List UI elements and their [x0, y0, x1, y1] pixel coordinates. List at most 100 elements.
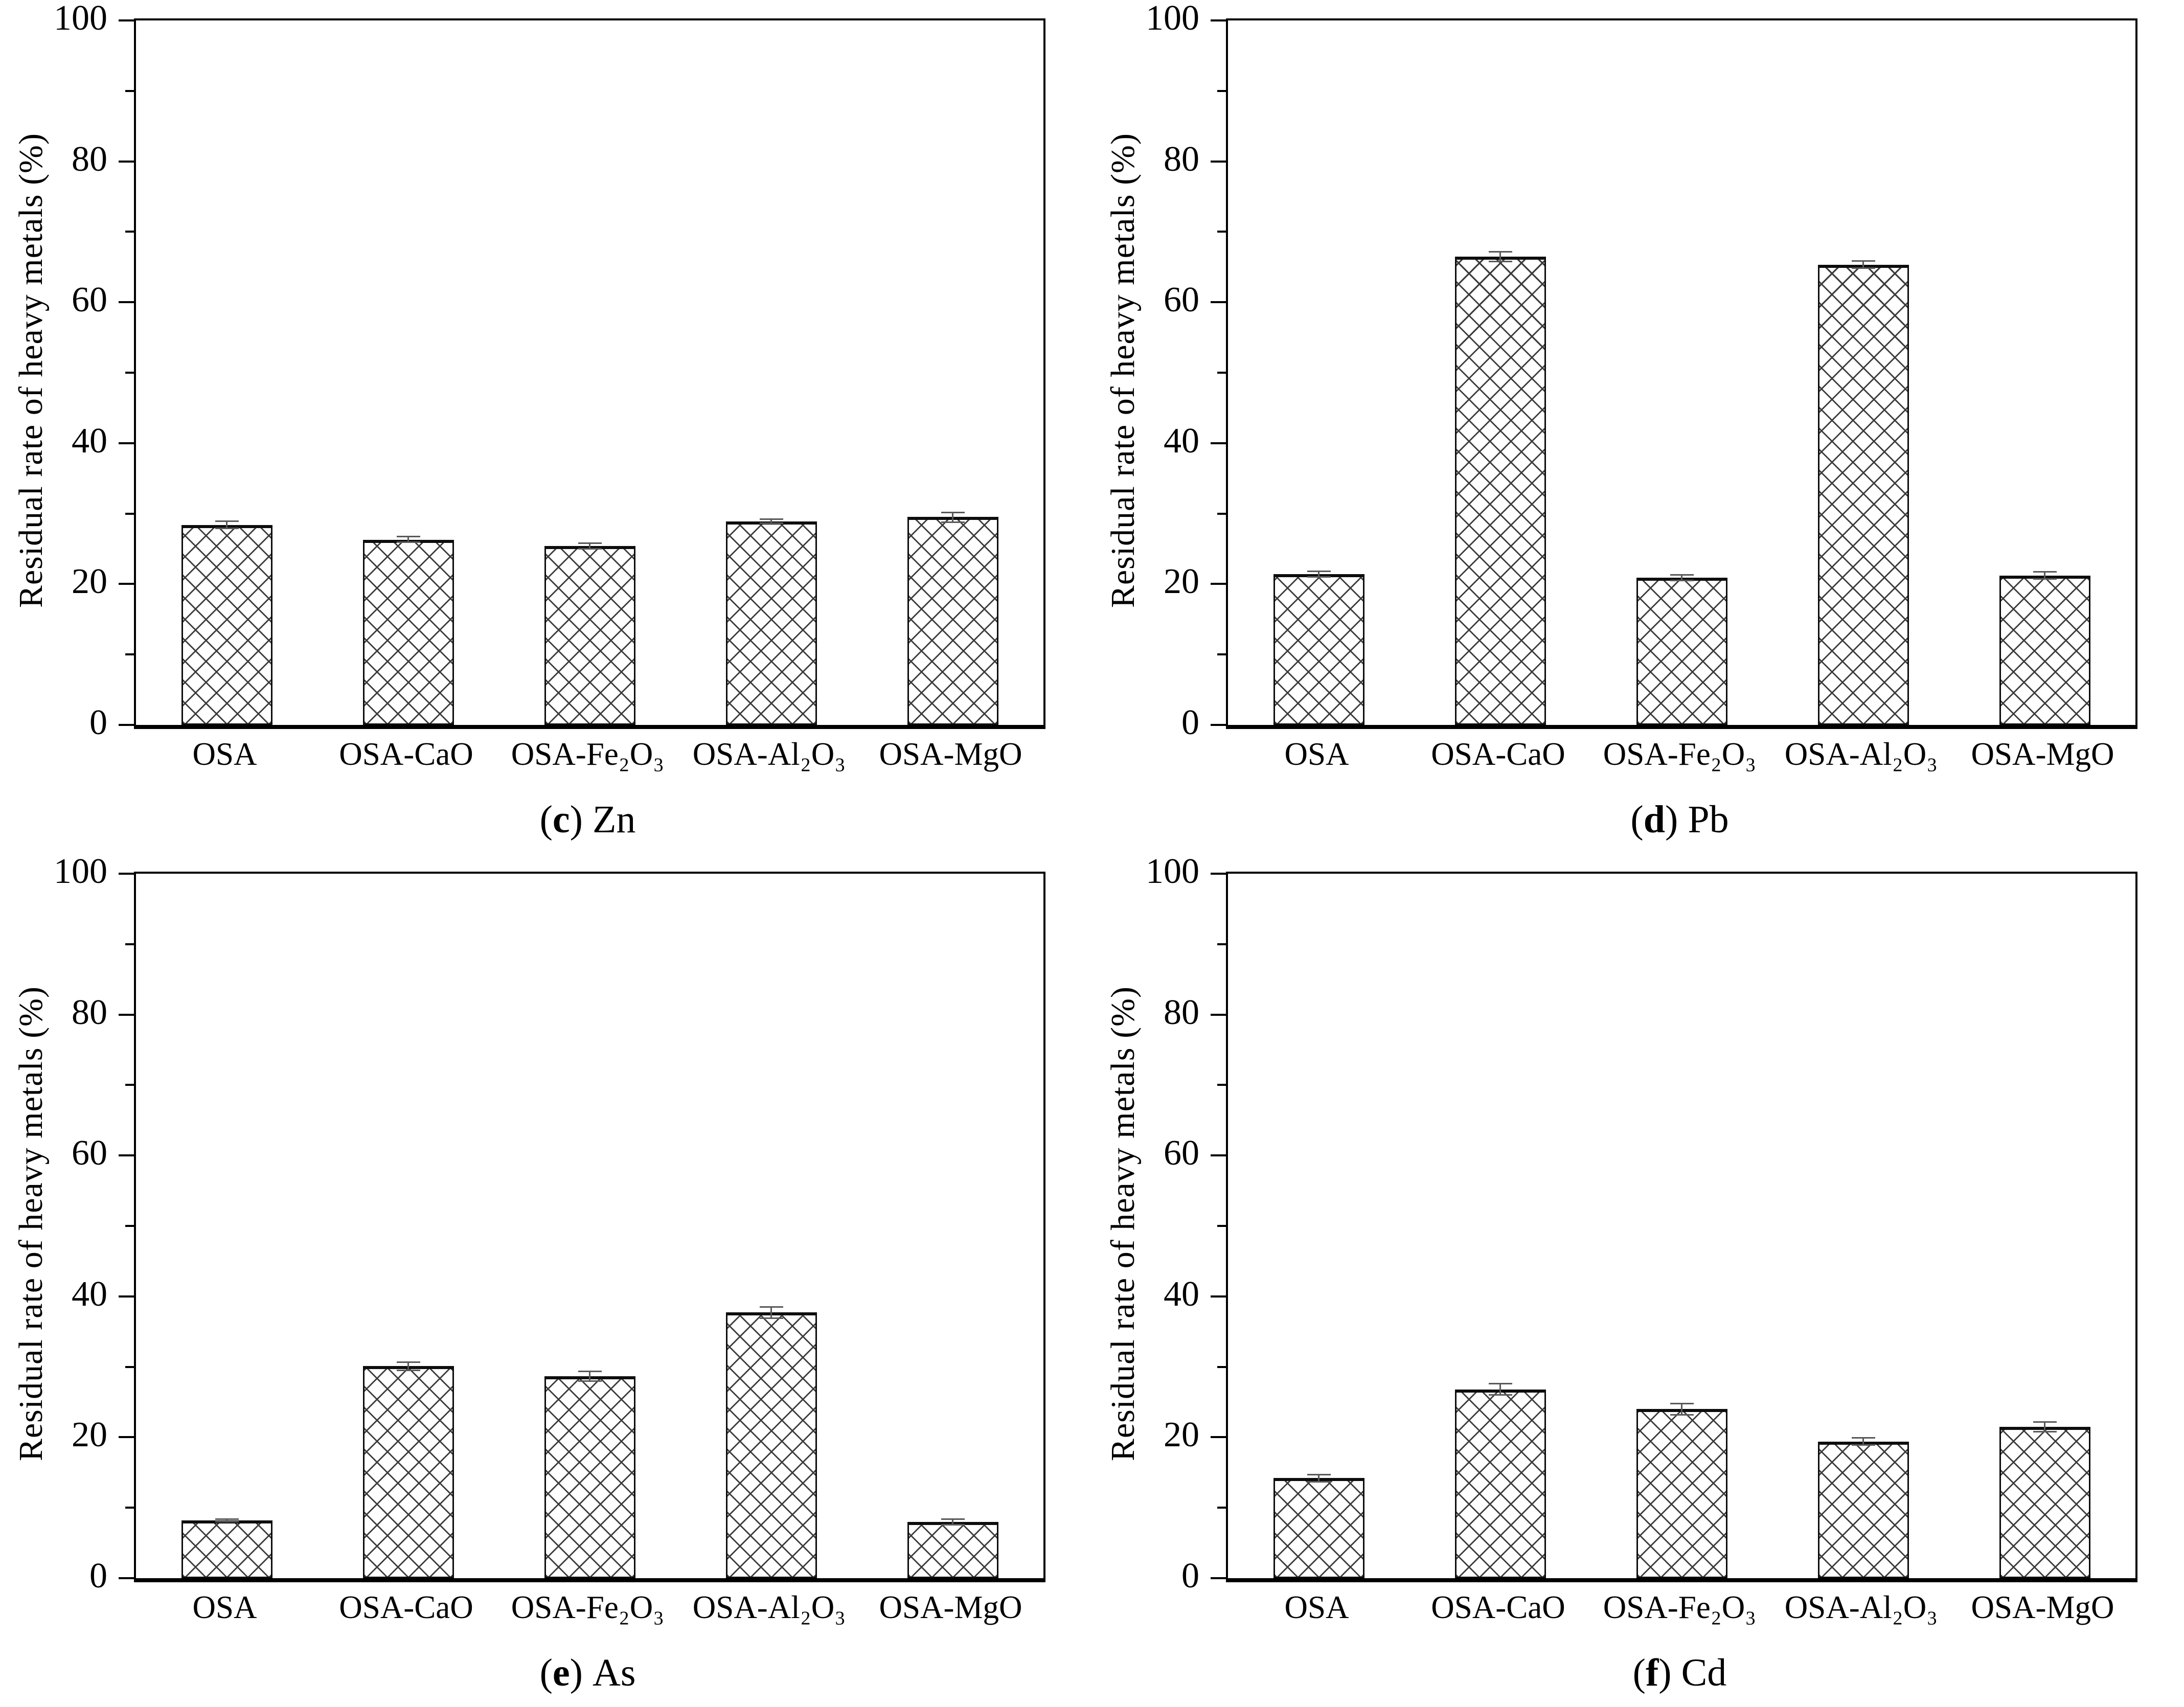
- y-tick-label: 100: [1146, 852, 1199, 891]
- bar-OSA-MgO: [1999, 576, 2090, 725]
- plot-area: [119, 872, 1045, 1582]
- error-bar: [1670, 574, 1694, 581]
- bar-OSA-Al-O-: [1818, 265, 1909, 725]
- panel-letter: d: [1643, 798, 1665, 841]
- y-tick-label: 0: [1181, 703, 1199, 742]
- bar-OSA-MgO: [907, 517, 998, 725]
- y-tick-label: 60: [72, 1133, 107, 1173]
- y-tick-label: 20: [72, 1415, 107, 1454]
- error-bar-cap-bottom: [1852, 267, 1875, 269]
- y-axis-major-tick: [1211, 1577, 1226, 1579]
- error-bar-cap-bottom: [578, 548, 602, 550]
- y-tick-label: 60: [72, 280, 107, 320]
- error-bar-cap-top: [578, 1371, 602, 1372]
- y-tick-label: 100: [54, 0, 107, 38]
- x-category-label: OSA: [192, 1589, 257, 1625]
- y-axis-minor-tick: [1217, 653, 1226, 655]
- x-category-label: OSA: [192, 736, 257, 772]
- error-bar-cap-bottom: [760, 522, 783, 524]
- y-axis-major-tick: [1211, 873, 1226, 875]
- bar-OSA-MgO: [907, 1522, 998, 1578]
- panel-caption: (f) Cd: [1632, 1651, 1727, 1694]
- y-axis-minor-tick: [125, 943, 134, 945]
- error-bar-cap-top: [941, 1518, 965, 1520]
- panel-caption: (d) Pb: [1630, 798, 1729, 841]
- x-category-label: OSA-MgO: [1971, 1589, 2114, 1625]
- y-tick-label: 40: [1164, 421, 1199, 461]
- error-bar-line: [1862, 260, 1864, 269]
- bar-OSA-Fe-O-: [1636, 578, 1727, 725]
- y-tick-label: 100: [54, 852, 107, 891]
- y-axis-minor-tick: [1217, 943, 1226, 945]
- error-bar-cap-bottom: [1852, 1444, 1875, 1446]
- y-axis-label: Residual rate of heavy metals (%): [1104, 986, 1142, 1462]
- y-axis-minor-tick: [125, 513, 134, 515]
- y-tick-label: 80: [72, 140, 107, 179]
- y-tick-label: 40: [1164, 1274, 1199, 1314]
- bar-OSA: [1273, 574, 1364, 725]
- bar-OSA-Al-O-: [726, 1312, 817, 1578]
- y-axis-major-tick: [119, 1295, 134, 1298]
- error-bar: [760, 518, 783, 524]
- y-axis-major-tick: [119, 873, 134, 875]
- error-bar-line: [770, 518, 772, 524]
- y-axis-major-tick: [1211, 161, 1226, 163]
- error-bar-cap-bottom: [397, 1370, 420, 1371]
- y-axis-major-tick: [119, 19, 134, 21]
- y-axis-minor-tick: [1217, 372, 1226, 374]
- error-bar: [1489, 1383, 1512, 1396]
- y-axis-minor-tick: [125, 1084, 134, 1086]
- bar-OSA-CaO: [1455, 1390, 1546, 1578]
- bar-OSA-CaO: [1455, 257, 1546, 725]
- error-bar-line: [1681, 1403, 1682, 1416]
- error-bar: [1307, 571, 1331, 578]
- error-bar-cap-bottom: [397, 541, 420, 543]
- x-category-label: OSA-Al₂O₃: [692, 1589, 846, 1625]
- error-bar-line: [1499, 1383, 1501, 1396]
- x-category-labels: OSA OSA-CaO OSA-Fe₂O₃ OSA-Al₂O₃ OSA-MgO: [134, 1588, 1041, 1626]
- y-axis-major-tick: [1211, 1295, 1226, 1298]
- y-tick-label: 80: [1164, 993, 1199, 1032]
- y-axis-label-wrap: Residual rate of heavy metals (%): [1101, 872, 1145, 1576]
- x-category-label: OSA-Al₂O₃: [1784, 736, 1938, 772]
- error-bar-cap-bottom: [1489, 1394, 1512, 1396]
- error-bar: [1852, 1437, 1875, 1446]
- bar-OSA-CaO: [363, 540, 454, 725]
- error-bar: [2033, 1421, 2057, 1432]
- y-axis-major-tick: [119, 442, 134, 444]
- y-tick-label: 0: [89, 1556, 107, 1596]
- y-tick-label: 80: [1164, 140, 1199, 179]
- y-axis-label-wrap: Residual rate of heavy metals (%): [9, 872, 53, 1576]
- panel-metal: Cd: [1681, 1651, 1727, 1694]
- error-bar-line: [407, 1361, 409, 1371]
- bar-OSA-Al-O-: [1818, 1442, 1909, 1578]
- error-bar-line: [407, 536, 409, 543]
- error-bar-cap-top: [760, 518, 783, 520]
- y-axis-label-wrap: Residual rate of heavy metals (%): [9, 18, 53, 723]
- error-bar-line: [1681, 574, 1682, 581]
- y-tick-label: 20: [72, 562, 107, 601]
- y-axis-label-wrap: Residual rate of heavy metals (%): [1101, 18, 1145, 723]
- bar-OSA-MgO: [1999, 1427, 2090, 1578]
- error-bar-cap-top: [1489, 251, 1512, 253]
- error-bar-line: [2044, 571, 2045, 580]
- chart-panel-as: Residual rate of heavy metals (%) OSA OS…: [0, 852, 1092, 1707]
- error-bar-cap-top: [1852, 260, 1875, 262]
- error-bar-cap-top: [1852, 1437, 1875, 1439]
- error-bar-cap-top: [2033, 1421, 2057, 1423]
- error-bar-cap-top: [1489, 1383, 1512, 1384]
- y-tick-label: 0: [1181, 1556, 1199, 1596]
- y-axis-major-tick: [119, 583, 134, 585]
- x-category-label: OSA-Fe₂O₃: [511, 736, 665, 772]
- y-axis-minor-tick: [1217, 1084, 1226, 1086]
- error-bar-cap-bottom: [2033, 578, 2057, 580]
- x-category-label: OSA-MgO: [879, 1589, 1022, 1625]
- error-bar-cap-bottom: [941, 1524, 965, 1526]
- y-axis-minor-tick: [1217, 231, 1226, 233]
- error-bar: [760, 1306, 783, 1319]
- y-axis-minor-tick: [1217, 1507, 1226, 1509]
- y-tick-label: 40: [72, 1274, 107, 1314]
- y-axis-label: Residual rate of heavy metals (%): [1104, 133, 1142, 608]
- x-category-label: OSA-MgO: [879, 736, 1022, 772]
- y-tick-label: 80: [72, 993, 107, 1032]
